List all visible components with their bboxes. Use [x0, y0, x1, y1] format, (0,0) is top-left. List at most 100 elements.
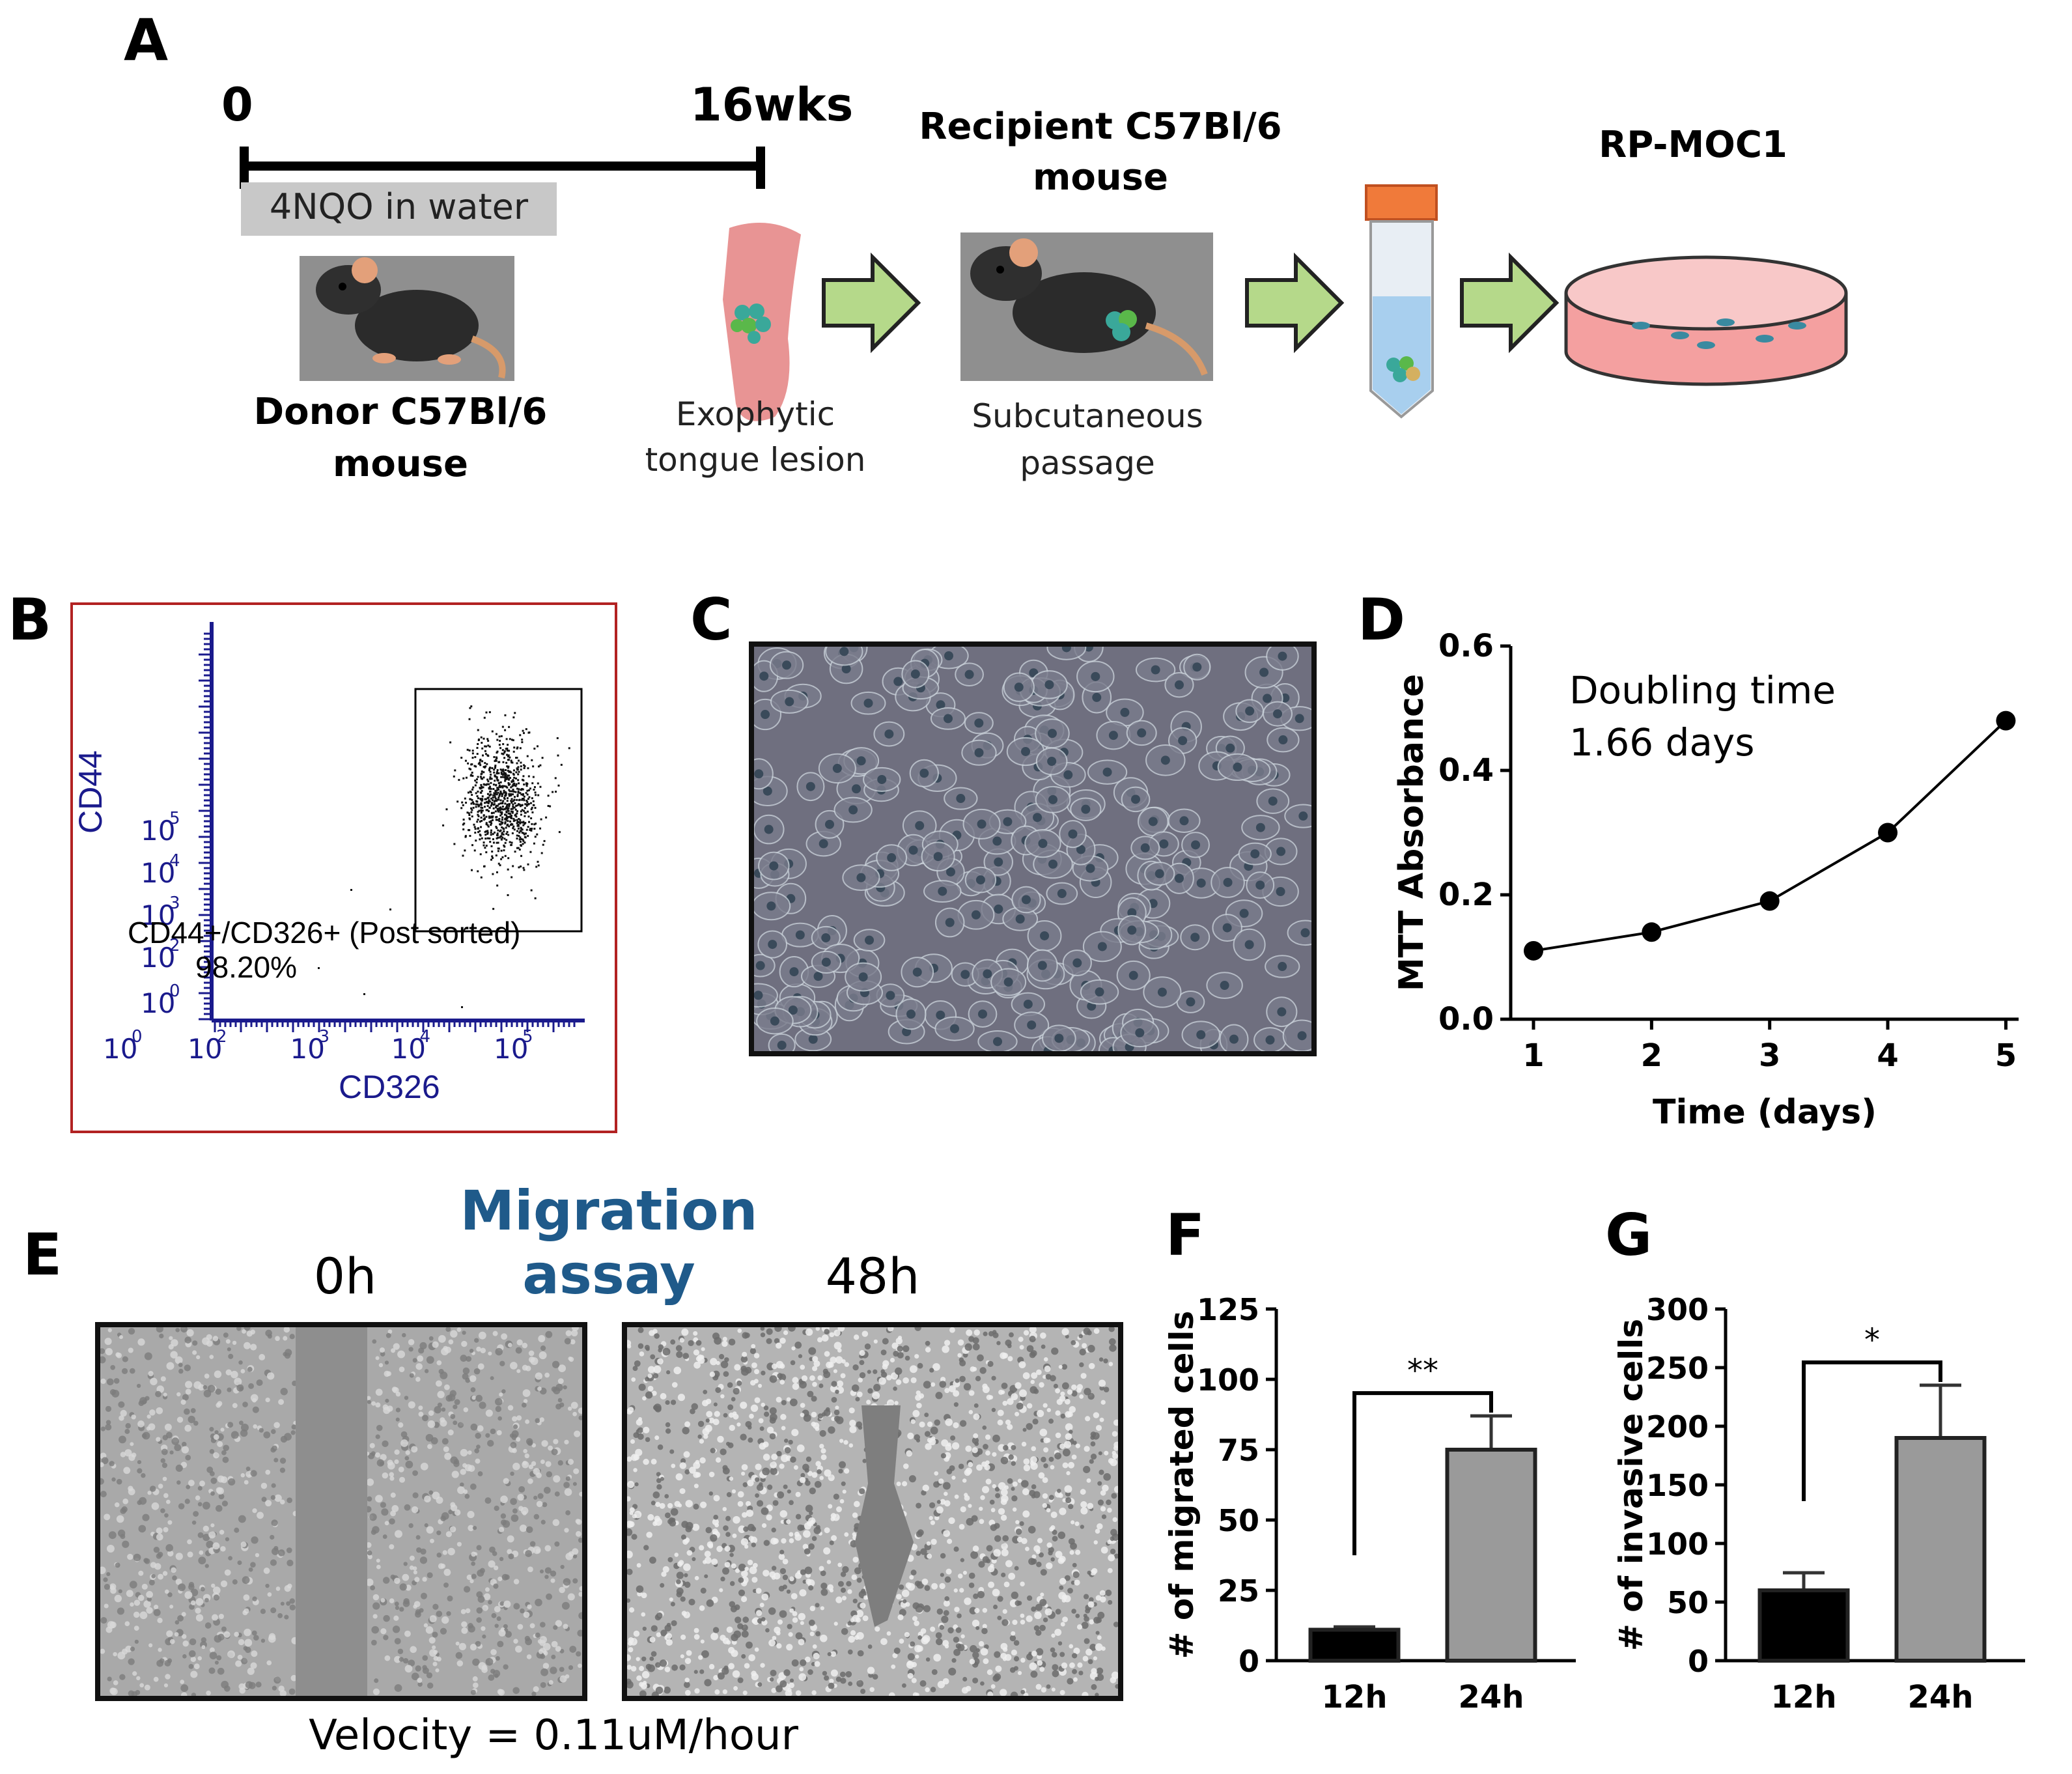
cell-speck	[184, 1499, 190, 1504]
cell-speck	[540, 1519, 546, 1525]
event-dot	[497, 798, 500, 801]
cell-speck	[826, 1560, 832, 1564]
cell-speck	[515, 1645, 522, 1653]
event-dot	[477, 797, 479, 800]
cell-speck	[372, 1339, 377, 1344]
cell-speck	[124, 1429, 130, 1434]
cell-speck	[412, 1358, 417, 1363]
cell-speck	[776, 1342, 782, 1349]
cell-speck	[1031, 1372, 1038, 1379]
cell-speck	[215, 1388, 221, 1395]
event-dot	[496, 739, 499, 741]
scratch-gap	[855, 1405, 914, 1627]
cell-speck	[896, 1594, 902, 1600]
cell-speck	[833, 1369, 837, 1373]
cell-speck	[784, 1439, 789, 1443]
cell-speck	[1108, 1599, 1113, 1605]
cell-nucleus	[841, 664, 851, 674]
event-dot	[462, 777, 465, 780]
cell-speck	[390, 1492, 396, 1498]
event-dot	[501, 823, 503, 825]
event-dot	[496, 819, 498, 821]
cell-speck	[165, 1431, 173, 1439]
event-dot	[473, 802, 475, 805]
cell-speck	[1072, 1562, 1077, 1568]
event-dot	[501, 836, 504, 839]
cell-speck	[111, 1389, 120, 1398]
event-dot	[497, 836, 499, 839]
cell-speck	[578, 1663, 582, 1668]
cell-speck	[285, 1349, 292, 1357]
cell-nucleus	[977, 819, 987, 829]
cell-speck	[788, 1632, 793, 1637]
event-dot	[464, 849, 466, 852]
cell-speck	[251, 1536, 259, 1544]
cell-speck	[755, 1610, 763, 1616]
cell-speck	[142, 1399, 147, 1404]
event-dot	[520, 826, 522, 829]
cell-speck	[909, 1575, 914, 1580]
cell-speck	[1076, 1624, 1083, 1630]
cell-nucleus	[1244, 940, 1254, 950]
cell-speck	[120, 1508, 126, 1514]
event-dot	[480, 810, 483, 813]
cell-speck	[919, 1421, 925, 1428]
cell-speck	[948, 1517, 955, 1525]
cell-speck	[122, 1356, 128, 1362]
cell-speck	[631, 1377, 636, 1382]
cell-speck	[507, 1535, 514, 1543]
cell-speck	[422, 1665, 427, 1670]
cell-speck	[564, 1439, 569, 1444]
event-dot	[453, 775, 455, 778]
cell-speck	[1051, 1687, 1056, 1692]
cell-speck	[846, 1581, 852, 1586]
event-dot	[491, 767, 494, 770]
event-dot	[498, 807, 501, 810]
event-dot	[526, 793, 529, 796]
cell-speck	[196, 1355, 201, 1360]
event-dot	[496, 789, 498, 791]
panel-label-d: D	[1358, 586, 1406, 653]
cell-speck	[255, 1553, 260, 1558]
cell-speck	[1010, 1691, 1018, 1700]
cell-speck	[697, 1420, 705, 1428]
cell-speck	[441, 1438, 449, 1445]
event-dot	[462, 818, 465, 821]
cell-speck	[568, 1551, 574, 1557]
event-dot	[502, 761, 505, 763]
event-dot	[480, 787, 483, 789]
cell-speck	[973, 1593, 979, 1599]
cell-speck	[1083, 1594, 1089, 1599]
cell-speck	[1031, 1606, 1037, 1612]
event-dot	[531, 811, 534, 813]
cell-speck	[728, 1646, 735, 1654]
cell-nucleus	[884, 729, 894, 739]
cell-speck	[1005, 1419, 1011, 1426]
event-dot	[507, 755, 509, 758]
cell-nucleus	[769, 861, 779, 871]
cell-speck	[848, 1443, 854, 1448]
cell-speck	[180, 1399, 186, 1405]
cell-speck	[827, 1652, 832, 1657]
cell-speck	[701, 1650, 709, 1658]
cell-speck	[441, 1407, 446, 1412]
cell-speck	[565, 1330, 572, 1336]
cell-speck	[836, 1380, 844, 1387]
cell-speck	[404, 1504, 411, 1511]
cell-speck	[740, 1538, 749, 1546]
event-dot	[490, 821, 492, 824]
event-dot	[512, 803, 514, 806]
cell-speck	[907, 1661, 912, 1666]
cell-speck	[729, 1553, 734, 1557]
event-dot	[476, 753, 479, 755]
cell-nucleus	[768, 940, 777, 950]
event-dot	[500, 792, 503, 795]
cell-speck	[367, 1496, 372, 1502]
cell-nucleus	[936, 700, 945, 710]
cell-speck	[436, 1530, 441, 1536]
cell-speck	[848, 1407, 855, 1414]
cell-speck	[849, 1426, 857, 1433]
event-dot	[477, 827, 479, 830]
cell-speck	[253, 1635, 259, 1641]
cell-speck	[1050, 1512, 1057, 1519]
